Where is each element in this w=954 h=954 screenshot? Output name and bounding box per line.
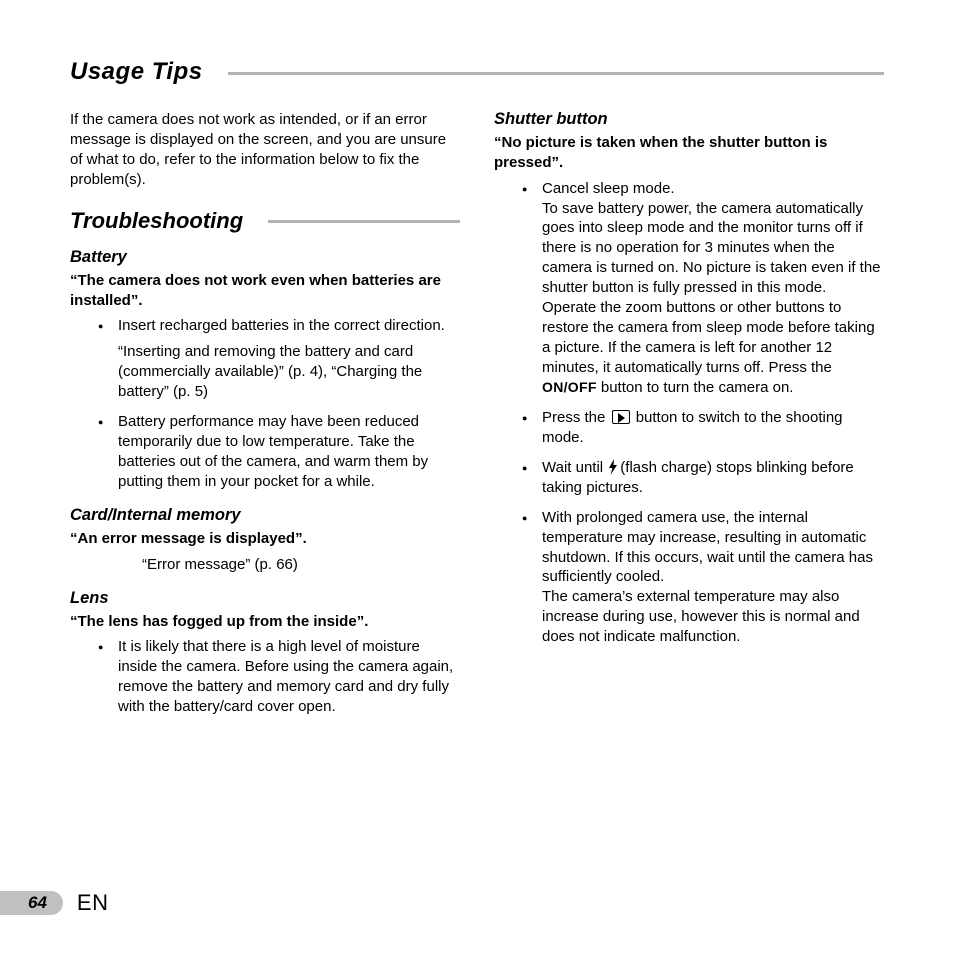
heading-rule <box>228 72 884 75</box>
problem-card: “An error message is displayed”. <box>70 529 460 549</box>
list-item: It is likely that there is a high level … <box>88 637 460 717</box>
list-item: With prolonged camera use, the internal … <box>512 508 884 648</box>
list-lead: Cancel sleep mode. <box>542 180 675 197</box>
section-rule <box>268 220 460 223</box>
list-text: Insert recharged batteries in the correc… <box>118 317 445 334</box>
subhead-battery: Battery <box>70 248 460 267</box>
section-heading-text: Troubleshooting <box>70 208 243 233</box>
right-column: Shutter button “No picture is taken when… <box>494 110 884 727</box>
two-column-layout: If the camera does not work as intended,… <box>70 110 884 727</box>
playback-icon <box>612 410 630 424</box>
list-item: Cancel sleep mode. To save battery power… <box>512 179 884 398</box>
problem-lens: “The lens has fogged up from the inside”… <box>70 612 460 632</box>
subhead-shutter: Shutter button <box>494 110 884 129</box>
list-body-a: To save battery power, the camera automa… <box>542 200 881 377</box>
list-pre: Wait until <box>542 459 607 476</box>
list-item: Press the button to switch to the shooti… <box>512 408 884 448</box>
list-battery: Insert recharged batteries in the correc… <box>70 316 460 492</box>
page-footer: 64 EN <box>0 890 108 916</box>
list-body-b: The camera’s external temperature may al… <box>542 588 860 645</box>
manual-page: Usage Tips If the camera does not work a… <box>0 0 954 954</box>
problem-battery: “The camera does not work even when batt… <box>70 271 460 311</box>
list-body-b: button to turn the camera on. <box>597 379 794 396</box>
card-reference: “Error message” (p. 66) <box>142 555 460 575</box>
onoff-label: ON/OFF <box>542 379 597 395</box>
left-column: If the camera does not work as intended,… <box>70 110 460 727</box>
flash-icon <box>607 459 619 475</box>
list-text: Battery performance may have been reduce… <box>118 413 428 490</box>
page-heading: Usage Tips <box>70 58 884 86</box>
page-heading-text: Usage Tips <box>70 58 203 85</box>
subhead-card: Card/Internal memory <box>70 506 460 525</box>
problem-shutter: “No picture is taken when the shutter bu… <box>494 133 884 173</box>
list-subtext: “Inserting and removing the battery and … <box>118 342 460 402</box>
list-item: Battery performance may have been reduce… <box>88 412 460 492</box>
subhead-lens: Lens <box>70 589 460 608</box>
intro-paragraph: If the camera does not work as intended,… <box>70 110 460 190</box>
page-number: 64 <box>0 891 63 915</box>
section-heading: Troubleshooting <box>70 208 460 234</box>
list-item: Wait until (flash charge) stops blinking… <box>512 458 884 498</box>
list-lens: It is likely that there is a high level … <box>70 637 460 717</box>
list-text: It is likely that there is a high level … <box>118 638 453 715</box>
list-pre: Press the <box>542 409 610 426</box>
list-shutter: Cancel sleep mode. To save battery power… <box>494 179 884 648</box>
list-item: Insert recharged batteries in the correc… <box>88 316 460 402</box>
page-language: EN <box>77 890 109 916</box>
list-body-a: With prolonged camera use, the internal … <box>542 509 873 586</box>
